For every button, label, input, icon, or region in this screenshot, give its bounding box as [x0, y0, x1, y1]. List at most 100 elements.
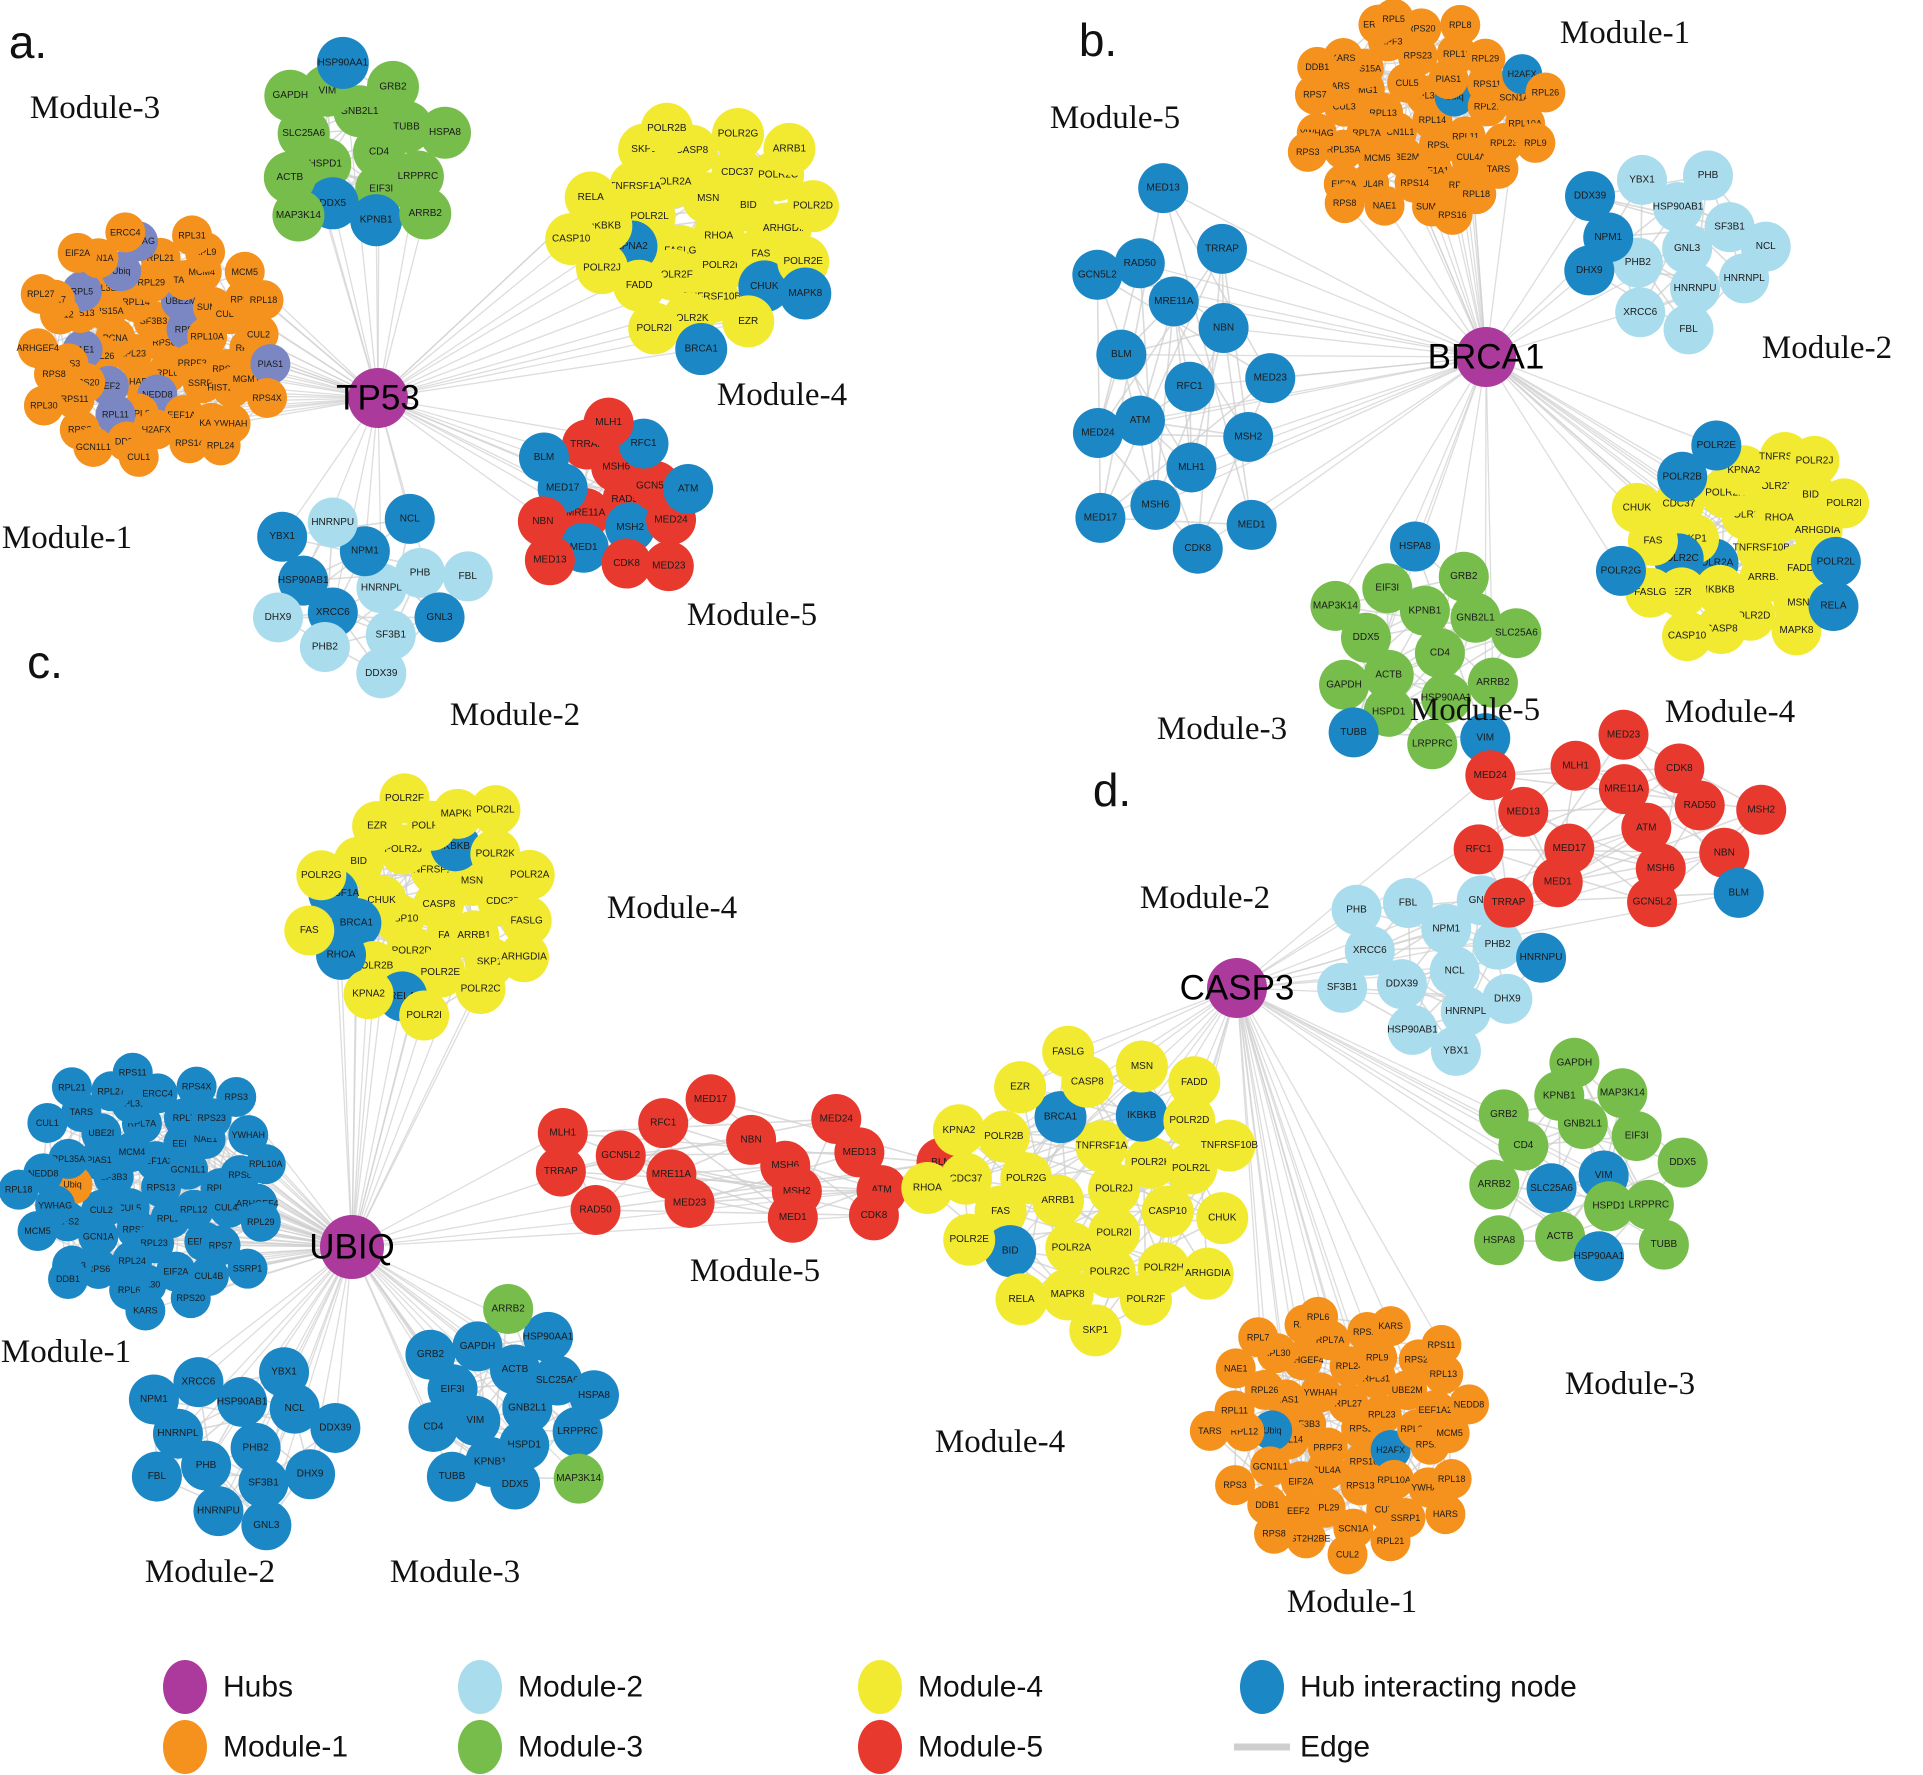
node-circle[interactable]	[1469, 1159, 1520, 1210]
hub-circle[interactable]	[1207, 958, 1267, 1018]
node-CHUK[interactable]: CHUK	[1196, 1192, 1249, 1245]
node-RPS8[interactable]: RPS8	[1254, 1513, 1295, 1554]
node-circle[interactable]	[1376, 959, 1427, 1010]
node-circle[interactable]	[1740, 221, 1791, 272]
node-HNRNPU[interactable]: HNRNPU	[1516, 932, 1567, 983]
node-circle[interactable]	[418, 106, 471, 159]
node-circle[interactable]	[1238, 1317, 1279, 1358]
node-DDX39[interactable]: DDX39	[356, 648, 407, 699]
node-PHB[interactable]: PHB	[1682, 150, 1733, 201]
node-HSPA8[interactable]: HSPA8	[1474, 1215, 1525, 1266]
node-MCM5[interactable]: MCM5	[17, 1210, 58, 1251]
node-MED24[interactable]: MED24	[811, 1094, 862, 1145]
node-YBX1[interactable]: YBX1	[1430, 1025, 1481, 1076]
node-circle[interactable]	[470, 785, 521, 836]
node-circle[interactable]	[640, 102, 693, 155]
node-TRRAP[interactable]: TRRAP	[1197, 223, 1248, 274]
node-circle[interactable]	[570, 1185, 621, 1236]
node-ARHGDIA[interactable]: ARHGDIA	[1181, 1247, 1234, 1300]
node-circle[interactable]	[125, 1290, 166, 1331]
node-CUL1[interactable]: CUL1	[27, 1102, 68, 1143]
node-circle[interactable]	[722, 295, 775, 348]
node-MRE11A[interactable]: MRE11A	[1148, 276, 1199, 327]
node-POLR2B[interactable]: POLR2B	[640, 102, 693, 155]
node-EIF3I[interactable]: EIF3I	[1611, 1111, 1662, 1162]
node-RPL18[interactable]: RPL18	[0, 1169, 39, 1210]
node-circle[interactable]	[250, 344, 291, 385]
node-circle[interactable]	[1119, 1273, 1172, 1326]
node-circle[interactable]	[643, 541, 694, 592]
node-SLC25A6[interactable]: SLC25A6	[1526, 1163, 1577, 1214]
node-circle[interactable]	[1181, 1247, 1234, 1300]
node-circle[interactable]	[1421, 903, 1472, 954]
node-HSP90AA1[interactable]: HSP90AA1	[316, 36, 369, 89]
node-ARRB2[interactable]: ARRB2	[1469, 1159, 1520, 1210]
node-circle[interactable]	[1197, 223, 1248, 274]
node-ATM[interactable]: ATM	[1114, 395, 1165, 446]
node-circle[interactable]	[1598, 764, 1649, 815]
node-circle[interactable]	[1440, 4, 1481, 45]
node-circle[interactable]	[1616, 154, 1667, 205]
node-circle[interactable]	[452, 1321, 503, 1372]
node-circle[interactable]	[1088, 1163, 1141, 1216]
node-POLR2G[interactable]: POLR2G	[1595, 545, 1646, 596]
node-circle[interactable]	[1138, 163, 1189, 214]
node-circle[interactable]	[200, 1225, 241, 1266]
node-circle[interactable]	[984, 1225, 1037, 1278]
node-KPNA2[interactable]: KPNA2	[343, 969, 394, 1020]
node-circle[interactable]	[241, 1500, 292, 1551]
node-circle[interactable]	[1429, 1413, 1470, 1454]
node-POLR2G[interactable]: POLR2G	[712, 108, 765, 161]
node-circle[interactable]	[350, 194, 403, 247]
node-ARRB1[interactable]: ARRB1	[763, 122, 816, 175]
node-circle[interactable]	[1691, 420, 1742, 471]
node-circle[interactable]	[1483, 877, 1534, 928]
node-ARHGDIA[interactable]: ARHGDIA	[498, 932, 549, 983]
node-circle[interactable]	[1254, 1513, 1295, 1554]
node-PHB2[interactable]: PHB2	[299, 621, 350, 672]
node-KPNA2[interactable]: KPNA2	[932, 1104, 985, 1157]
node-circle[interactable]	[247, 377, 288, 418]
node-KPNB1[interactable]: KPNB1	[350, 194, 403, 247]
node-circle[interactable]	[20, 274, 61, 315]
node-circle[interactable]	[310, 1402, 361, 1453]
node-RPS8[interactable]: RPS8	[1324, 183, 1365, 224]
node-ARRB2[interactable]: ARRB2	[483, 1283, 534, 1334]
node-circle[interactable]	[216, 1076, 257, 1117]
node-RPL8[interactable]: RPL8	[1440, 4, 1481, 45]
node-MLH1[interactable]: MLH1	[1550, 740, 1601, 791]
node-RPL29[interactable]: RPL29	[1465, 38, 1506, 79]
node-SF3B1[interactable]: SF3B1	[1317, 962, 1368, 1013]
node-circle[interactable]	[284, 905, 335, 956]
node-GAPDH[interactable]: GAPDH	[1319, 659, 1370, 710]
node-circle[interactable]	[1438, 551, 1489, 602]
node-MED1[interactable]: MED1	[767, 1192, 818, 1243]
node-RPL29[interactable]: RPL29	[240, 1201, 281, 1242]
node-circle[interactable]	[1387, 1370, 1428, 1411]
node-circle[interactable]	[1525, 72, 1566, 113]
node-HARS[interactable]: HARS	[1425, 1494, 1466, 1535]
node-RPL18[interactable]: RPL18	[1431, 1459, 1472, 1500]
node-circle[interactable]	[1034, 1091, 1087, 1144]
node-circle[interactable]	[296, 850, 347, 901]
node-circle[interactable]	[1165, 1142, 1218, 1195]
node-TUBB[interactable]: TUBB	[426, 1451, 477, 1502]
node-circle[interactable]	[712, 108, 765, 161]
node-POLR2A[interactable]: POLR2A	[504, 849, 555, 900]
node-circle[interactable]	[1361, 1394, 1402, 1435]
node-circle[interactable]	[1407, 719, 1458, 770]
node-MAP3K14[interactable]: MAP3K14	[553, 1453, 604, 1504]
node-circle[interactable]	[1072, 408, 1123, 459]
node-FADD[interactable]: FADD	[1168, 1056, 1221, 1109]
node-circle[interactable]	[1163, 1094, 1216, 1147]
node-POLR2E[interactable]: POLR2E	[943, 1213, 996, 1266]
node-MSH2[interactable]: MSH2	[1736, 784, 1787, 835]
node-DHX9[interactable]: DHX9	[253, 592, 304, 643]
node-MED1[interactable]: MED1	[1532, 857, 1583, 908]
node-circle[interactable]	[366, 60, 419, 113]
node-MAP3K14[interactable]: MAP3K14	[272, 189, 325, 242]
node-IKBKB[interactable]: IKBKB	[1115, 1089, 1168, 1142]
node-RPL31[interactable]: RPL31	[172, 215, 213, 256]
node-circle[interactable]	[339, 526, 390, 577]
node-circle[interactable]	[1364, 185, 1405, 226]
